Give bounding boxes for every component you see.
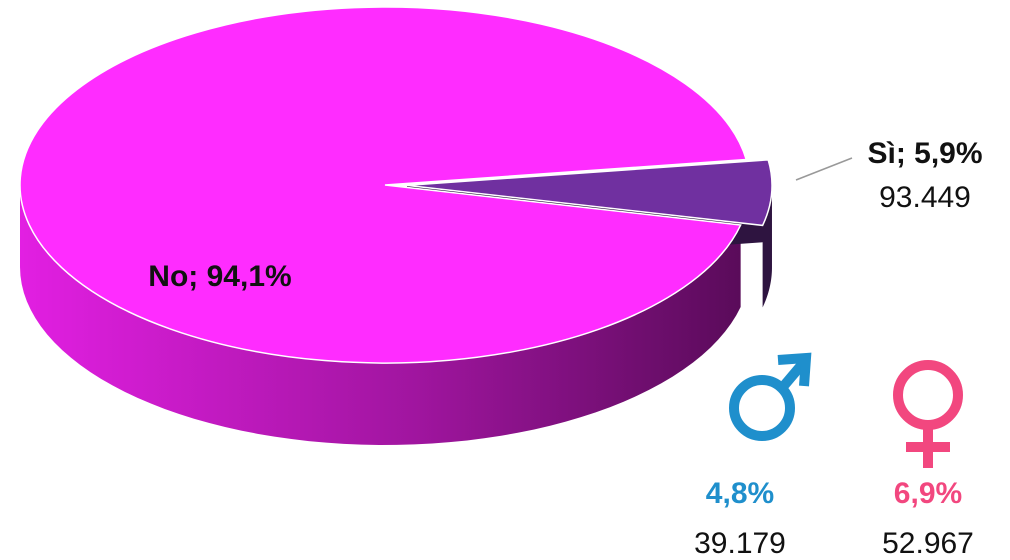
female-count: 52.967	[882, 527, 974, 560]
male-percent: 4,8%	[706, 477, 774, 510]
leader-line	[795, 157, 853, 181]
pie	[19, 6, 773, 445]
male-icon	[729, 352, 812, 441]
slice	[406, 159, 773, 227]
slice-side	[20, 185, 741, 445]
female-percent: 6,9%	[894, 477, 962, 510]
slice-label: Sì; 5,9%	[867, 137, 982, 170]
slice	[19, 6, 748, 364]
slice-side	[762, 185, 772, 308]
female-icon	[893, 360, 963, 468]
male-count: 39.179	[694, 527, 786, 560]
slice-count: 93.449	[879, 181, 971, 214]
slice-label: No; 94,1%	[148, 260, 291, 293]
